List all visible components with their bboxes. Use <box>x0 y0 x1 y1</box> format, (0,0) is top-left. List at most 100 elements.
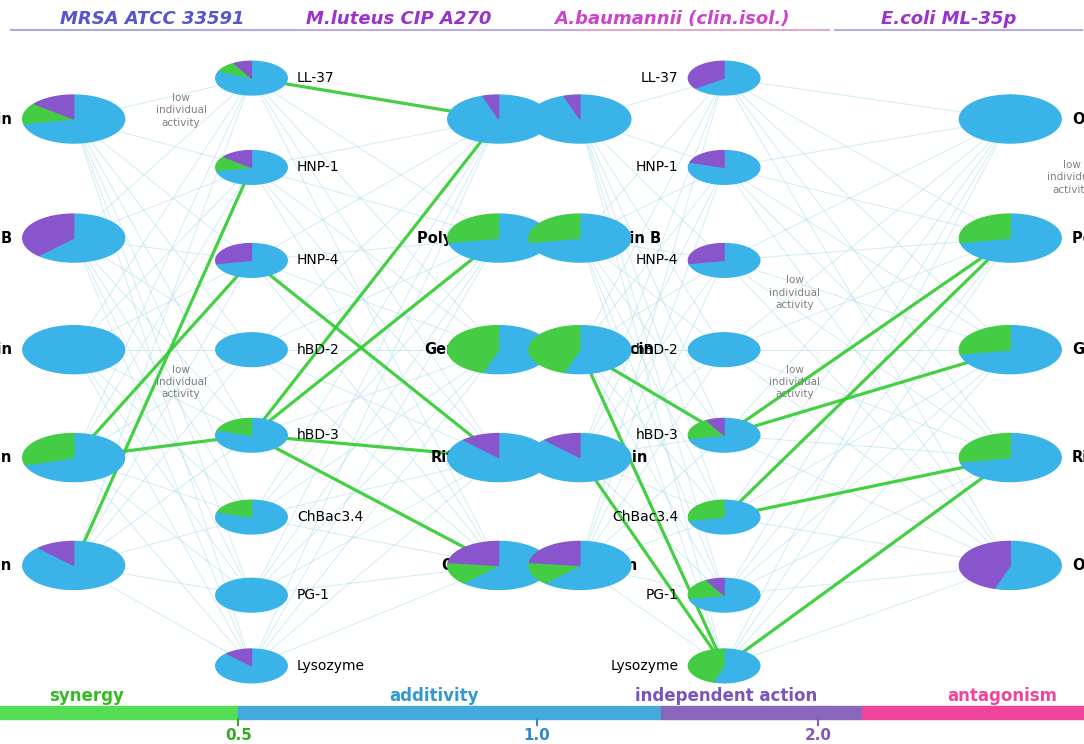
Polygon shape <box>688 649 724 682</box>
Polygon shape <box>219 63 251 78</box>
Text: Polymyxin B: Polymyxin B <box>1072 231 1084 246</box>
Polygon shape <box>959 434 1010 462</box>
Text: 0.5: 0.5 <box>225 728 251 743</box>
Text: hBD-3: hBD-3 <box>297 429 339 442</box>
Polygon shape <box>448 326 499 373</box>
Text: 2.0: 2.0 <box>805 728 831 743</box>
Polygon shape <box>691 150 724 167</box>
Polygon shape <box>707 578 724 595</box>
Polygon shape <box>688 420 724 438</box>
Text: synergy: synergy <box>49 687 125 705</box>
Polygon shape <box>689 243 760 278</box>
Polygon shape <box>688 61 724 88</box>
Text: Gentamicin: Gentamicin <box>424 342 518 357</box>
Polygon shape <box>217 150 287 185</box>
Text: ChBac3.4: ChBac3.4 <box>297 510 363 524</box>
Polygon shape <box>960 326 1061 373</box>
Polygon shape <box>994 542 1061 589</box>
Polygon shape <box>449 214 550 262</box>
Text: antagonism: antagonism <box>947 687 1058 705</box>
Bar <box>661 706 862 719</box>
Text: independent action: independent action <box>635 687 817 705</box>
Text: Rifampicin: Rifampicin <box>430 450 518 465</box>
Text: 1.0: 1.0 <box>524 728 550 743</box>
Polygon shape <box>218 500 251 517</box>
Polygon shape <box>960 434 1061 481</box>
Text: Ofloxacin: Ofloxacin <box>560 558 637 573</box>
Polygon shape <box>217 243 287 278</box>
Polygon shape <box>216 578 287 612</box>
Polygon shape <box>24 95 125 143</box>
Text: HNP-4: HNP-4 <box>636 254 679 267</box>
Text: hBD-2: hBD-2 <box>636 343 679 356</box>
Polygon shape <box>218 418 251 435</box>
Text: MRSA ATCC 33591: MRSA ATCC 33591 <box>60 10 244 28</box>
Polygon shape <box>688 150 760 185</box>
Text: A.baumannii (clin.isol.): A.baumannii (clin.isol.) <box>554 10 790 28</box>
Polygon shape <box>713 649 760 683</box>
Polygon shape <box>448 434 550 481</box>
Text: Lysozyme: Lysozyme <box>610 659 679 673</box>
Text: HNP-4: HNP-4 <box>297 254 339 267</box>
Polygon shape <box>688 333 760 367</box>
Text: M.luteus CIP A270: M.luteus CIP A270 <box>306 10 492 28</box>
Text: Gentamicin: Gentamicin <box>1072 342 1084 357</box>
Text: Ofloxacin: Ofloxacin <box>0 558 12 573</box>
Polygon shape <box>688 500 724 520</box>
Polygon shape <box>529 214 580 243</box>
Text: low
individual
activity: low individual activity <box>155 365 207 400</box>
Polygon shape <box>227 649 251 666</box>
Polygon shape <box>216 418 287 452</box>
Polygon shape <box>482 95 499 119</box>
Polygon shape <box>688 243 724 263</box>
Polygon shape <box>216 333 287 367</box>
Polygon shape <box>695 61 760 95</box>
Polygon shape <box>448 95 550 143</box>
Text: HNP-1: HNP-1 <box>636 161 679 174</box>
Polygon shape <box>688 580 724 598</box>
Polygon shape <box>234 61 251 78</box>
Polygon shape <box>529 434 631 481</box>
Text: PG-1: PG-1 <box>646 589 679 602</box>
Polygon shape <box>39 214 125 262</box>
Bar <box>862 706 1084 719</box>
Text: additivity: additivity <box>389 687 478 705</box>
Polygon shape <box>689 500 760 534</box>
Text: Lysozyme: Lysozyme <box>297 659 365 673</box>
Polygon shape <box>25 434 125 481</box>
Text: Polymyxin B: Polymyxin B <box>560 231 661 246</box>
Text: ChBac3.4: ChBac3.4 <box>612 510 679 524</box>
Bar <box>238 706 661 719</box>
Polygon shape <box>216 649 287 683</box>
Polygon shape <box>689 418 760 452</box>
Polygon shape <box>959 542 1010 589</box>
Polygon shape <box>959 326 1010 354</box>
Polygon shape <box>224 150 251 167</box>
Polygon shape <box>529 95 631 143</box>
Text: Ofloxacin: Ofloxacin <box>1072 558 1084 573</box>
Text: hBD-3: hBD-3 <box>636 429 679 442</box>
Polygon shape <box>529 562 580 583</box>
Polygon shape <box>216 157 251 170</box>
Polygon shape <box>216 500 287 534</box>
Text: hBD-2: hBD-2 <box>297 343 339 356</box>
Polygon shape <box>448 562 499 583</box>
Polygon shape <box>529 326 580 373</box>
Text: Gentamicin: Gentamicin <box>0 342 12 357</box>
Text: Rifampicin: Rifampicin <box>1072 450 1084 465</box>
Polygon shape <box>564 95 580 119</box>
Polygon shape <box>448 214 499 243</box>
Bar <box>0 706 238 719</box>
Polygon shape <box>482 326 550 373</box>
Text: Polymyxin B: Polymyxin B <box>417 231 518 246</box>
Text: HNP-1: HNP-1 <box>297 161 339 174</box>
Polygon shape <box>23 103 74 124</box>
Text: LL-37: LL-37 <box>297 71 335 85</box>
Text: Oxacillin: Oxacillin <box>448 112 518 126</box>
Polygon shape <box>530 214 631 262</box>
Polygon shape <box>23 434 74 465</box>
Polygon shape <box>707 418 724 435</box>
Polygon shape <box>23 326 125 373</box>
Polygon shape <box>464 542 550 589</box>
Text: low
individual
activity: low individual activity <box>769 365 821 400</box>
